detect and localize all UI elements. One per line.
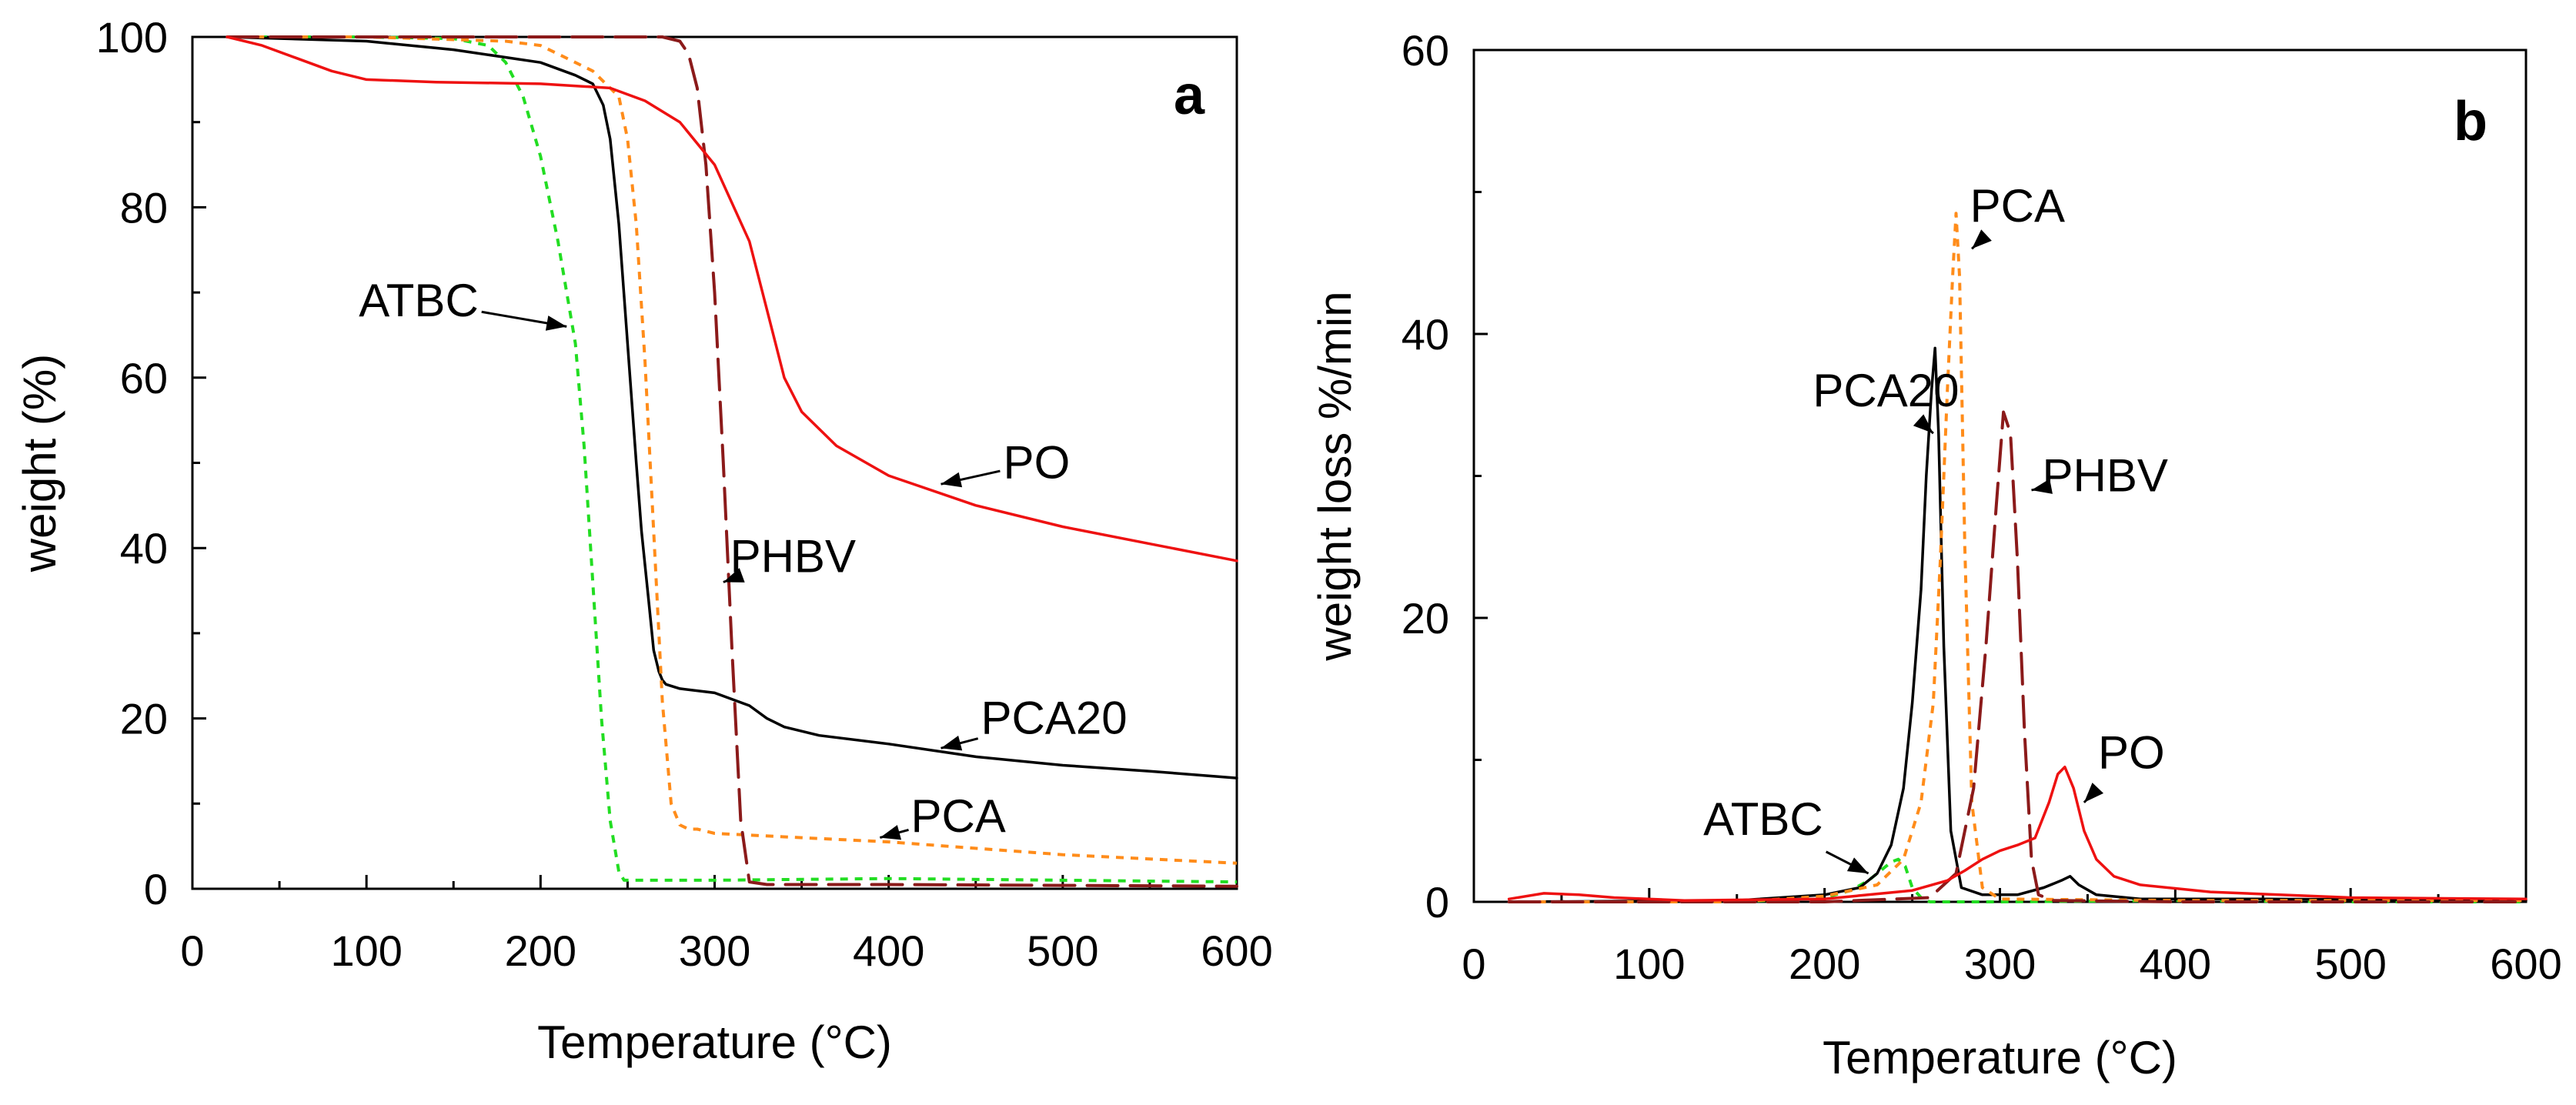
- plot-frame-b: [1472, 48, 2528, 903]
- annotation-label-pca-b: PCA: [1970, 180, 2065, 232]
- annotation-label-pca20-a: PCA20: [981, 693, 1127, 744]
- y-tick-label-a: 20: [120, 695, 168, 743]
- annotation-arrowhead-po-b: [2083, 783, 2104, 803]
- x-tick-label-a: 400: [853, 926, 924, 975]
- annotation-label-atbc-a: ATBC: [359, 275, 479, 326]
- annotation-label-po-a: PO: [1004, 437, 1071, 489]
- x-tick-label-a: 600: [1201, 926, 1272, 975]
- annotation-label-atbc-b: ATBC: [1703, 793, 1823, 845]
- panel-a-chart: 0 100 200 300 400 500 600 0 20 40 60 80 100 Temperatu…: [14, 13, 1273, 1068]
- panel-b-chart: 0 100 200 300 400 500 600 0 20 40 60 Temperature (°…: [1309, 26, 2562, 1083]
- annotation-arrowhead-pca-a: [880, 825, 902, 840]
- x-tick-label-b: 400: [2140, 940, 2211, 988]
- annotation-arrowhead-phbv-b: [2031, 479, 2053, 494]
- x-tick-label-b: 600: [2490, 940, 2561, 988]
- x-tick-label-a: 200: [505, 926, 576, 975]
- series-line-phbv-b: [1507, 410, 2528, 903]
- y-tick-label-a: 100: [96, 13, 168, 62]
- y-tick-label-a: 80: [120, 183, 168, 232]
- x-tick-label-a: 300: [679, 926, 750, 975]
- annotation-label-pca20-b: PCA20: [1813, 365, 1959, 416]
- x-tick-label-a: 0: [180, 926, 204, 975]
- y-tick-label-a: 0: [144, 865, 168, 913]
- annotation-arrowhead-pca-b: [1972, 229, 1992, 249]
- series-line-atbc-a: [244, 35, 1238, 884]
- series-line-pca-b: [1509, 212, 2526, 903]
- x-tick-label-b: 500: [2314, 940, 2386, 988]
- y-tick-label-b: 40: [1402, 310, 1449, 359]
- annotation-arrowhead-pca20-a: [941, 736, 963, 751]
- series-line-pca-a: [227, 35, 1238, 865]
- x-axis-title-b: Temperature (°C): [1823, 1032, 2177, 1083]
- annotation-label-phbv-a: PHBV: [730, 530, 856, 582]
- series-line-phbv-a: [226, 35, 1238, 888]
- series-line-pca20-b: [1507, 346, 2528, 903]
- annotation-label-phbv-b: PHBV: [2043, 450, 2168, 502]
- y-axis-title-a: weight (%): [14, 354, 65, 573]
- annotation-arrowhead-atbc-a: [545, 315, 567, 331]
- annotation-arrowhead-atbc-b: [1846, 857, 1869, 874]
- annotation-label-pca-a: PCA: [910, 790, 1005, 842]
- y-tick-label-a: 40: [120, 524, 168, 573]
- x-tick-label-b: 100: [1613, 940, 1685, 988]
- y-axis-title-b: weight loss %/min: [1309, 291, 1361, 661]
- panel-letter-b: b: [2454, 91, 2487, 152]
- x-tick-label-a: 500: [1027, 926, 1098, 975]
- y-tick-label-a: 60: [120, 354, 168, 402]
- series-line-po-a: [226, 35, 1238, 563]
- y-tick-label-b: 0: [1425, 878, 1449, 926]
- annotation-arrowhead-phbv-a: [723, 568, 745, 583]
- series-line-pca20-a: [226, 35, 1238, 780]
- annotation-arrowhead-pca20-b: [1913, 414, 1933, 434]
- panel-letter-a: a: [1174, 65, 1205, 126]
- x-tick-label-b: 200: [1789, 940, 1860, 988]
- x-tick-label-b: 300: [1964, 940, 2036, 988]
- annotation-label-po-b: PO: [2098, 726, 2165, 778]
- x-tick-label-b: 0: [1462, 940, 1485, 988]
- y-tick-label-b: 60: [1402, 26, 1449, 75]
- series-line-po-b: [1507, 765, 2528, 902]
- x-axis-title-a: Temperature (°C): [537, 1017, 892, 1068]
- y-tick-label-b: 20: [1402, 594, 1449, 643]
- annotation-arrowhead-po-a: [941, 472, 963, 488]
- x-tick-label-a: 100: [330, 926, 402, 975]
